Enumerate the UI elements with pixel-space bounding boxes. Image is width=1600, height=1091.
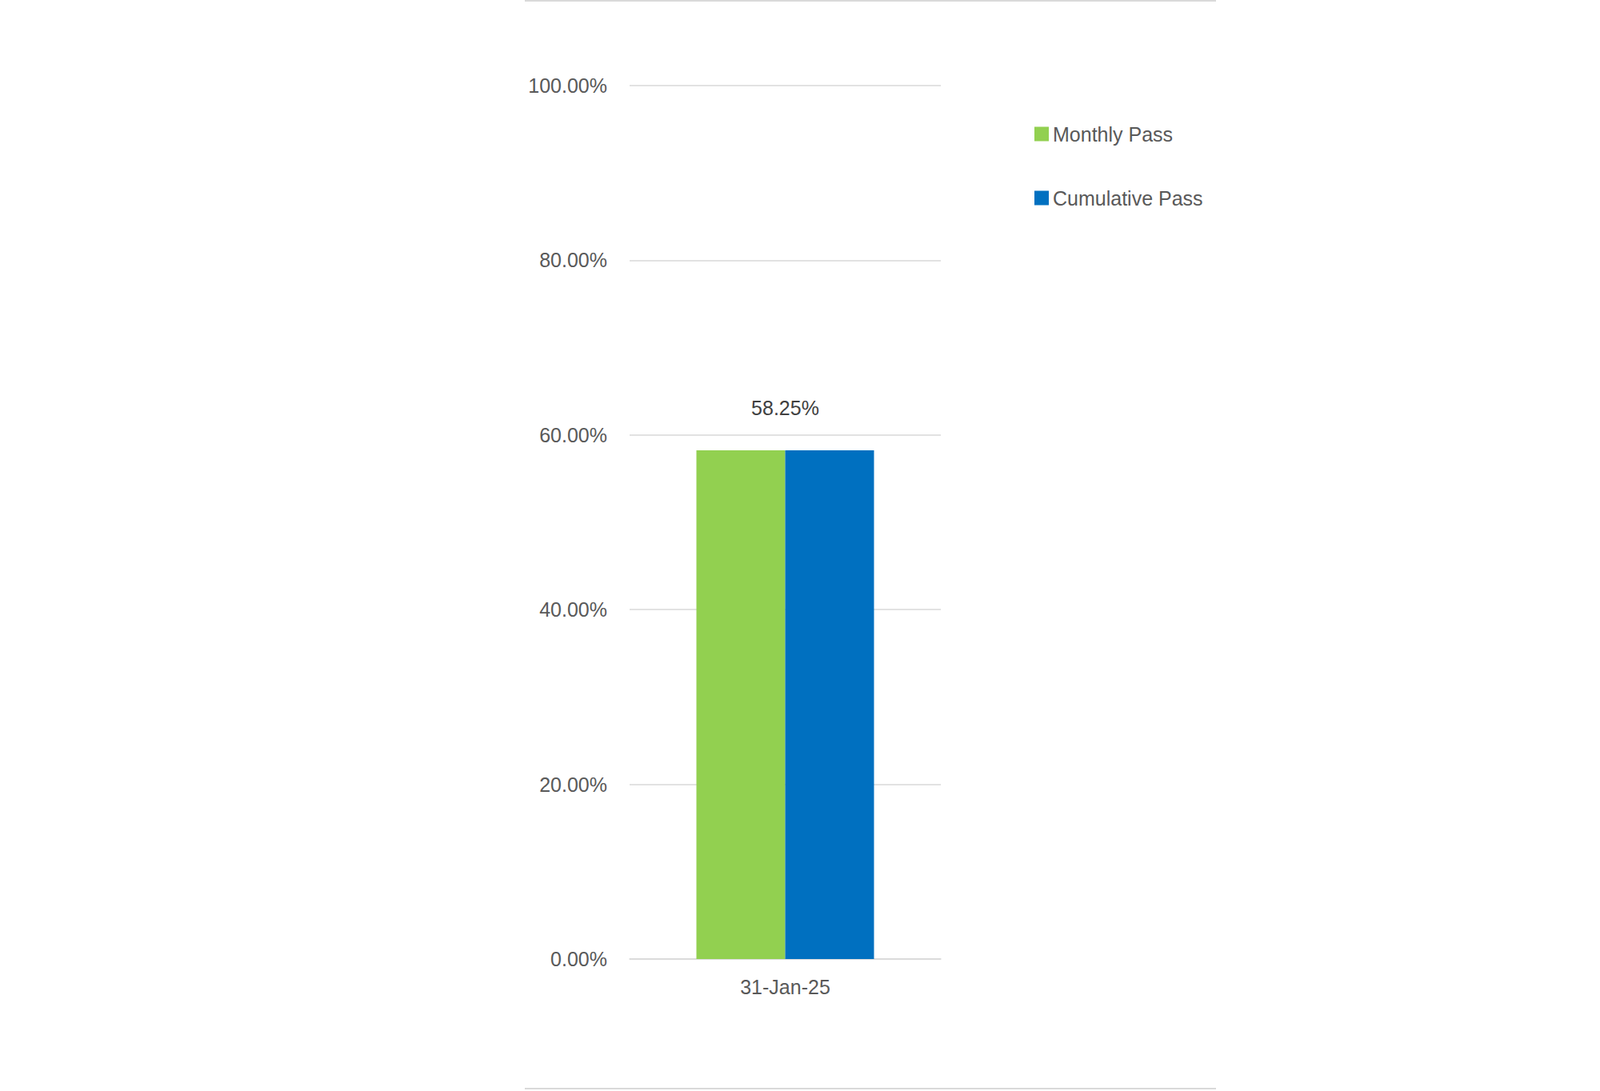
svg-text:60.00%: 60.00% <box>539 424 608 447</box>
svg-text:58.25%: 58.25% <box>751 396 820 420</box>
svg-text:Monthly Pass: Monthly Pass <box>1052 123 1173 146</box>
svg-text:31-Jan-25: 31-Jan-25 <box>740 976 831 999</box>
svg-text:80.00%: 80.00% <box>539 248 608 272</box>
svg-text:40.00%: 40.00% <box>539 598 608 621</box>
svg-text:Cumulative Pass: Cumulative Pass <box>1052 187 1204 210</box>
svg-text:0.00%: 0.00% <box>550 948 608 971</box>
svg-text:20.00%: 20.00% <box>539 773 608 796</box>
svg-text:100.00%: 100.00% <box>528 74 608 97</box>
